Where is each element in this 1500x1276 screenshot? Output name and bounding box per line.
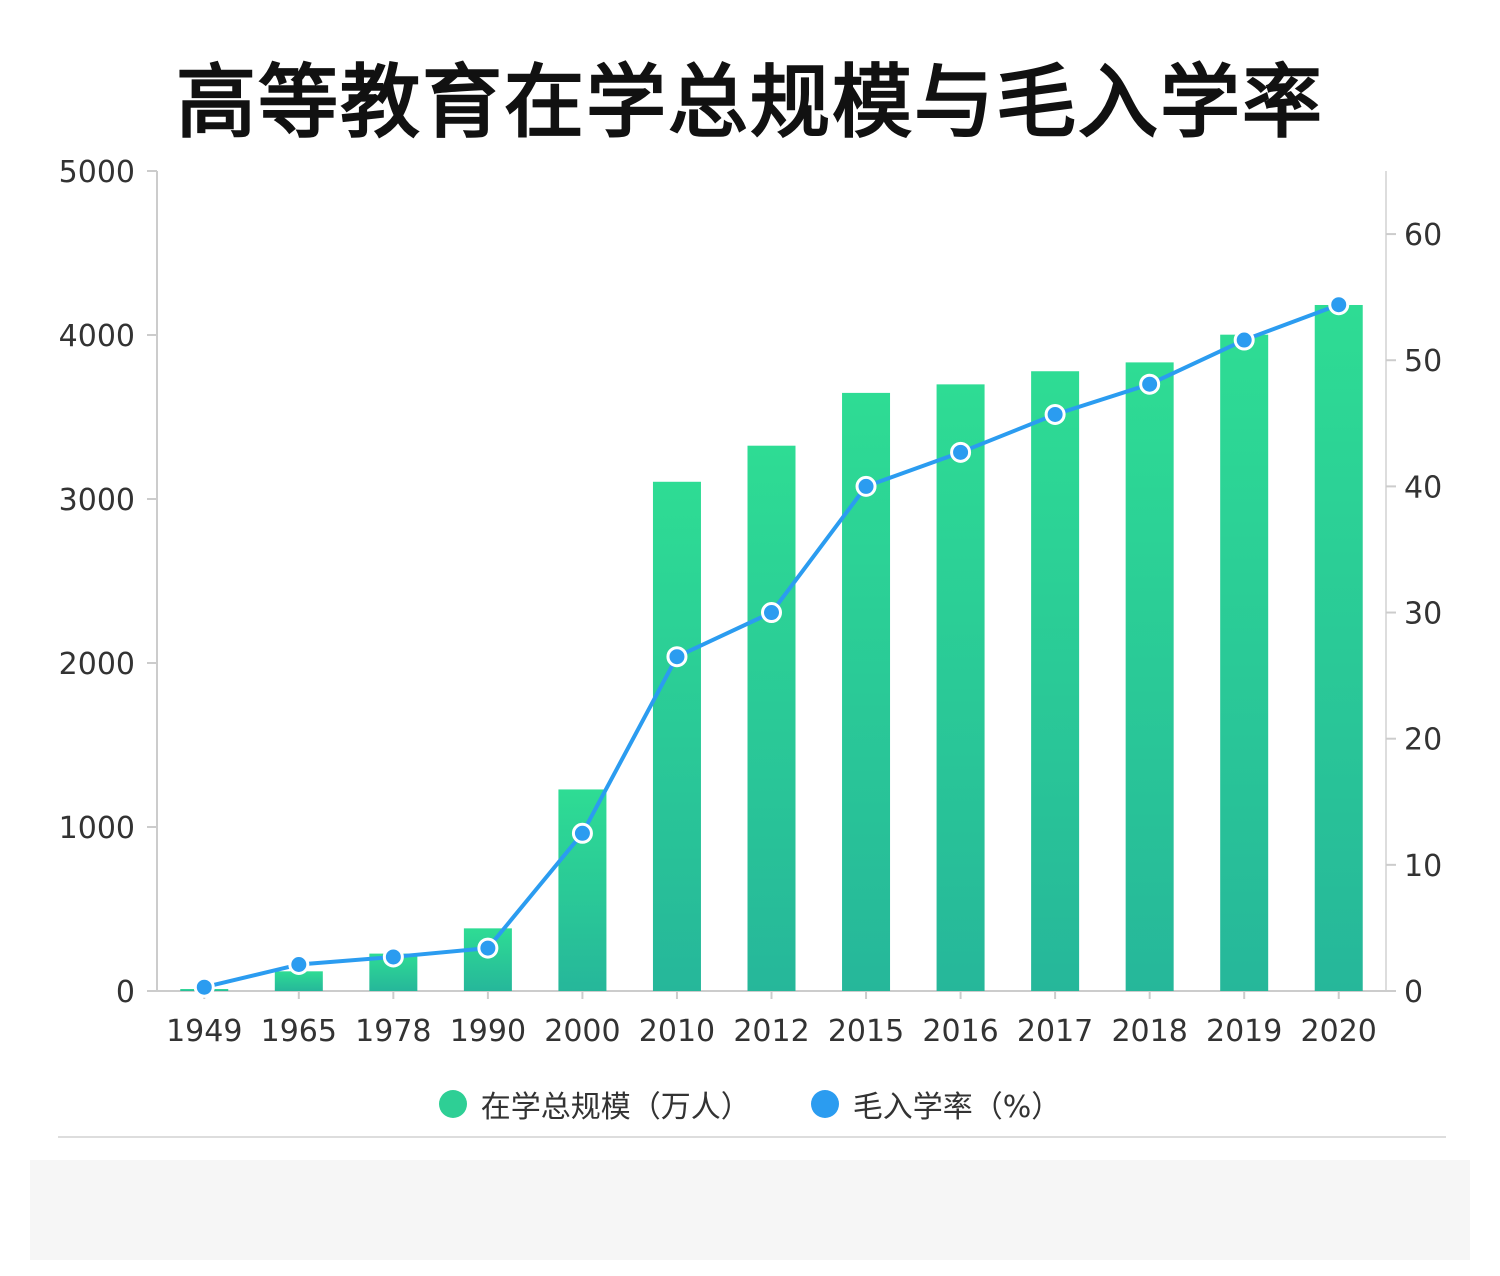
legend-label-enrollment-rate: 毛入学率（%） xyxy=(852,1090,1062,1125)
bar-enrollment xyxy=(1031,371,1080,991)
legend-marker-enrollment xyxy=(438,1090,467,1118)
legend-marker-enrollment-rate xyxy=(810,1090,839,1118)
bar-enrollment xyxy=(1125,362,1174,991)
x-axis-tick-label: 1949 xyxy=(166,1014,242,1049)
bar-enrollment xyxy=(652,481,701,991)
bar-enrollment xyxy=(747,445,796,991)
point-enrollment-rate xyxy=(1044,403,1066,425)
chart-title: 高等教育在学总规模与毛入学率 xyxy=(176,56,1324,149)
left-axis-tick-label: 4000 xyxy=(59,319,135,354)
x-axis-tick-label: 2019 xyxy=(1206,1014,1282,1049)
x-axis-tick-label: 1990 xyxy=(450,1014,526,1049)
x-axis-tick-label: 2012 xyxy=(733,1014,809,1049)
x-axis-tick-label: 2016 xyxy=(922,1014,998,1049)
point-enrollment-rate xyxy=(761,602,782,624)
x-axis-tick-label: 2015 xyxy=(828,1014,904,1049)
chart-canvas: 0 1000 2000 3000 4000 5000 0 10 20 30 40 50 60 1949 19… xyxy=(59,155,1443,1049)
x-axis-tick-label: 2017 xyxy=(1017,1014,1093,1049)
chart-legend: 在学总规模（万人） 毛入学率（%） xyxy=(0,1082,1500,1126)
left-axis-tick-label: 5000 xyxy=(59,155,135,190)
left-axis-tick-label: 0 xyxy=(116,975,135,1010)
x-axis-tick-label: 1965 xyxy=(261,1014,337,1049)
x-axis-tick-label: 2000 xyxy=(544,1014,620,1049)
legend-label-enrollment: 在学总规模（万人） xyxy=(480,1090,751,1125)
x-axis-tick-label: 2010 xyxy=(639,1014,715,1049)
left-axis-tick-label: 1000 xyxy=(59,811,135,846)
point-enrollment-rate xyxy=(288,954,310,976)
point-enrollment-rate xyxy=(666,646,688,668)
point-enrollment-rate xyxy=(193,976,215,998)
legend-item-enrollment[interactable]: 在学总规模（万人） xyxy=(438,1082,751,1126)
left-axis-tick-label: 3000 xyxy=(59,483,135,518)
right-axis-tick-label: 40 xyxy=(1404,470,1442,505)
x-axis-tick-label: 2020 xyxy=(1301,1014,1377,1049)
bar-enrollment xyxy=(558,789,607,991)
x-axis-tick-label: 1978 xyxy=(355,1014,431,1049)
bar-enrollment xyxy=(936,384,985,991)
point-enrollment-rate xyxy=(571,822,593,844)
bar-enrollment xyxy=(1220,334,1269,991)
point-enrollment-rate xyxy=(950,441,972,463)
point-enrollment-rate xyxy=(477,937,499,959)
right-axis-tick-label: 20 xyxy=(1404,723,1442,758)
bar-enrollment xyxy=(1314,304,1363,991)
point-enrollment-rate xyxy=(1233,329,1255,351)
divider xyxy=(58,1136,1446,1138)
right-axis-tick-label: 50 xyxy=(1404,344,1442,379)
footer-panel xyxy=(30,1160,1470,1260)
legend-item-enrollment-rate[interactable]: 毛入学率（%） xyxy=(810,1082,1062,1126)
right-axis-tick-label: 0 xyxy=(1404,975,1423,1010)
right-axis-tick-label: 60 xyxy=(1404,218,1442,253)
point-enrollment-rate xyxy=(382,946,404,968)
x-axis-tick-label: 2018 xyxy=(1111,1014,1187,1049)
point-enrollment-rate xyxy=(1328,294,1350,316)
right-axis-tick-label: 10 xyxy=(1404,849,1442,884)
left-axis-tick-label: 2000 xyxy=(59,647,135,682)
point-enrollment-rate xyxy=(855,475,877,497)
point-enrollment-rate xyxy=(1139,373,1161,395)
right-axis-tick-label: 30 xyxy=(1404,597,1442,632)
bar-enrollment xyxy=(274,971,323,991)
